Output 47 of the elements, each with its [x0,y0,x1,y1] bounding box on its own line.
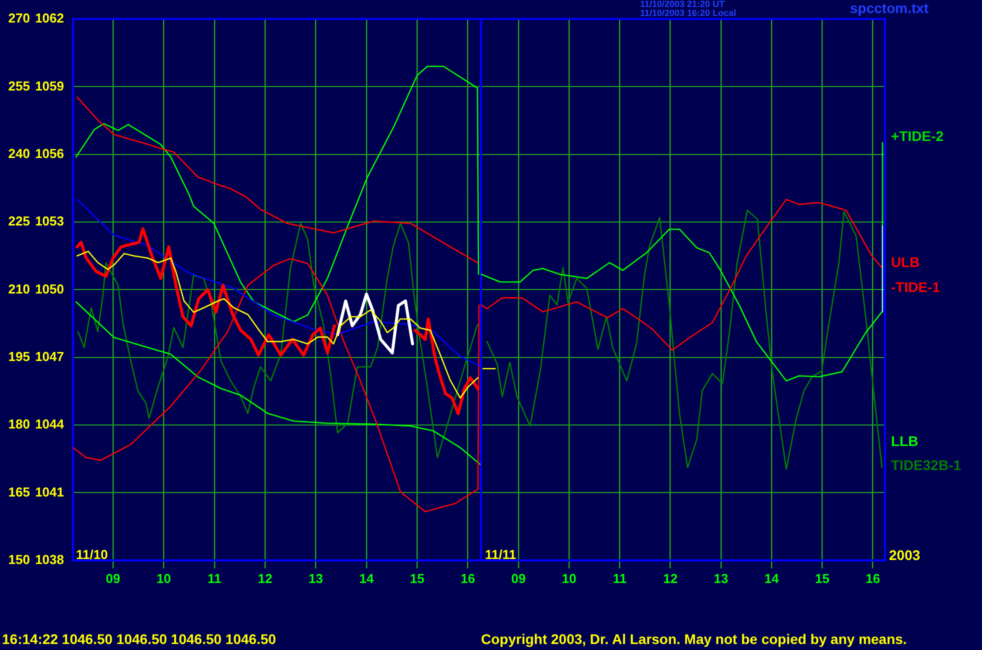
x-tick-label: 14 [359,570,374,586]
text: spcctom.txt [850,0,929,16]
y-tick-label: 270 [8,10,30,26]
text: -TIDE-1 [891,279,940,295]
text: 11/10/2003 21:20 UT [640,0,725,9]
x-tick-label: 12 [258,570,272,586]
y2-tick-label: 1059 [35,78,64,94]
text: 2003 [889,547,920,563]
x-tick-label: 15 [410,570,424,586]
y2-tick-label: 1056 [35,146,64,161]
annotation: 11/11 [485,547,516,562]
x-tick-label: 09 [106,570,120,586]
y-tick-label: 195 [8,348,30,364]
annotation: 11/10 [76,547,108,562]
y2-tick-label: 1038 [35,552,64,567]
x-tick-label: 10 [156,570,171,586]
x-tick-label: 11 [208,570,222,586]
text: Copyright 2003, Dr. Al Larson. May not be copied by any means. [481,631,907,647]
x-tick-label: 16 [866,570,880,586]
x-tick-label: 10 [562,570,576,586]
y-tick-label: 225 [8,214,30,229]
x-tick-label: 09 [511,570,526,586]
y2-tick-label: 1044 [35,416,65,432]
y2-tick-label: 1062 [35,10,64,26]
y2-tick-label: 1041 [35,484,64,500]
y-tick-label: 180 [8,416,30,432]
text: 11/10/2003 16:20 Local [640,8,736,18]
y2-tick-label: 1047 [35,348,64,364]
x-tick-label: 14 [764,570,780,586]
y2-tick-label: 1050 [35,281,64,296]
text: 16:14:22 1046.50 1046.50 1046.50 1046.50 [2,631,276,647]
y-tick-label: 255 [8,78,30,94]
x-tick-label: 11 [612,570,627,586]
x-tick-label: 12 [663,570,678,586]
x-tick-label: 13 [714,570,728,586]
y-tick-label: 165 [8,484,30,500]
text: +TIDE-2 [891,128,944,144]
y-tick-label: 240 [8,146,30,161]
text: TIDE32B-1 [891,457,962,473]
x-tick-label: 13 [308,570,324,586]
y2-tick-label: 1053 [35,214,64,229]
x-tick-label: 16 [460,570,476,586]
y-tick-label: 210 [8,281,30,296]
x-tick-label: 15 [814,570,830,586]
text: ULB [891,254,920,270]
text: LLB [891,433,918,449]
y-tick-label: 150 [8,552,30,567]
